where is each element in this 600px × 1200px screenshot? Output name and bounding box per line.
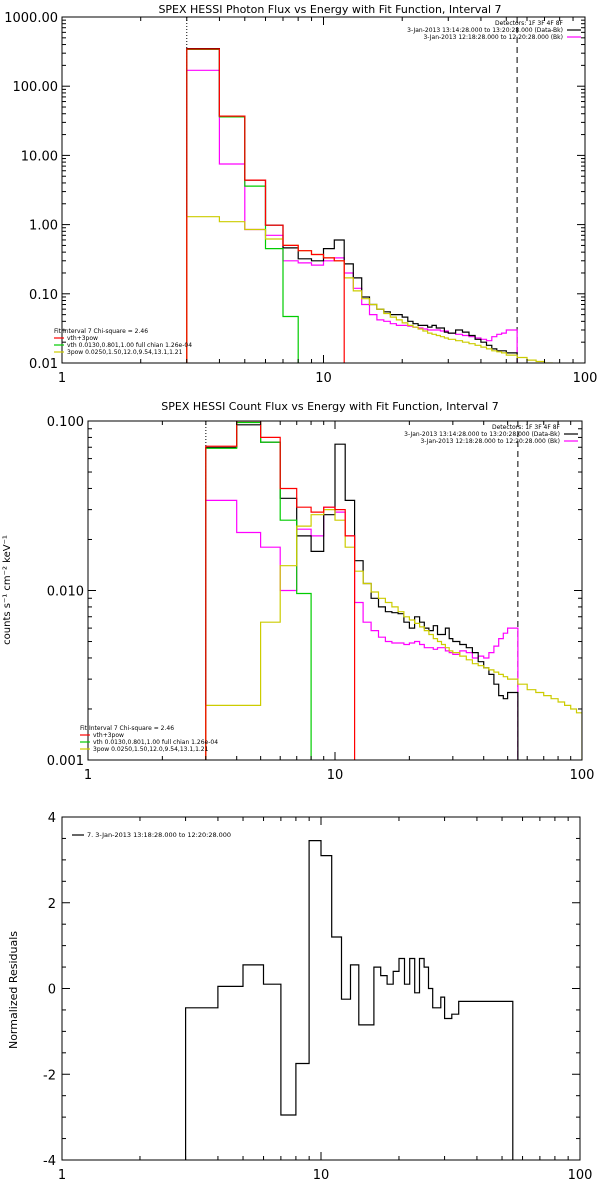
series-line-1: [205, 424, 519, 760]
x-tick-label: 1: [58, 1168, 66, 1183]
series-line-2: [186, 48, 299, 363]
series-line-3: [205, 509, 582, 760]
series-line-1: [186, 48, 518, 363]
series-line-0: [185, 840, 514, 1160]
legend-top-entry: 3-Jan-2013 12:18:28.000 to 12:20:28.000 …: [423, 34, 563, 41]
plot-frame: [61, 16, 586, 364]
y-tick-label: 0.01: [29, 357, 58, 372]
legend-top-entry: Detectors: 1F 3F 4F 8F: [495, 20, 564, 27]
legend-top-entry: 3-Jan-2013 13:14:28.000 to 13:20:28.000 …: [407, 27, 563, 34]
chart-title: SPEX HESSI Count Flux vs Energy with Fit…: [161, 400, 498, 413]
x-tick-label: 100: [570, 768, 595, 783]
legend-bottom-entry: vth+3pow: [93, 732, 124, 739]
x-tick-label: 10: [313, 1168, 330, 1183]
y-tick-label: 10.00: [21, 149, 58, 164]
series-line-3: [186, 216, 553, 363]
series-line-2: [205, 421, 312, 760]
chart-title: SPEX HESSI Photon Flux vs Energy with Fi…: [158, 3, 501, 16]
legend-bottom-entry: vth 0.0130,0.801,1.00 full chian 1.26e-0…: [67, 342, 192, 349]
series-line-0: [186, 69, 518, 363]
y-tick-label: 0: [48, 983, 56, 998]
y-tick-label: 0.001: [47, 754, 84, 769]
y-axis-label: counts s⁻¹ cm⁻² keV⁻¹: [2, 535, 13, 645]
series-line-4: [205, 421, 356, 760]
legend-bottom-entry: Fit Interval 7 Chi-square = 2.46: [80, 725, 174, 732]
legend-top-entry: 3-Jan-2013 13:14:28.000 to 13:20:28.000 …: [404, 431, 560, 438]
residuals-panel: Normalized Residuals 1 10 100 -4 -2 0 2 4 7. 3-J…: [7, 811, 593, 1183]
series-group: [186, 48, 553, 363]
legend-bottom-entry: vth+3pow: [67, 335, 98, 342]
legend-bottom-entry: Fit Interval 7 Chi-square = 2.46: [54, 328, 148, 335]
legend-top-entry: 3-Jan-2013 12:18:28.000 to 12:20:28.000 …: [420, 438, 560, 445]
series-group: [185, 840, 514, 1160]
legend-bottom-entry: 3pow 0.0250,1.50,12.0,9.54,13.1,1.21: [93, 746, 209, 753]
x-tick-label: 100: [573, 371, 598, 386]
x-tick-label: 10: [327, 768, 344, 783]
y-tick-label: 1000.00: [4, 11, 58, 26]
legend-top-entry: Detectors: 1F 3F 4F 8F: [492, 424, 561, 431]
y-tick-label: 2: [48, 897, 56, 912]
x-tick-label: 1: [58, 371, 66, 386]
legend-top-entry: 7. 3-Jan-2013 13:18:28.000 to 12:20:28.0…: [87, 831, 231, 839]
series-group: [205, 421, 582, 760]
y-tick-label: 0.10: [29, 288, 58, 303]
photon-flux-panel: SPEX HESSI Photon Flux vs Energy with Fi…: [4, 3, 598, 386]
y-tick-label: 0.010: [47, 585, 84, 600]
y-tick-label: -2: [43, 1068, 56, 1083]
y-tick-label: 1.00: [29, 219, 58, 234]
series-line-0: [205, 499, 519, 760]
count-flux-panel: SPEX HESSI Count Flux vs Energy with Fit…: [2, 400, 595, 783]
plot-frame: [61, 816, 581, 1161]
y-tick-label: 100.00: [13, 80, 59, 95]
y-tick-label: 0.100: [47, 415, 84, 430]
series-line-4: [186, 48, 345, 363]
x-tick-label: 10: [315, 371, 332, 386]
x-tick-label: 100: [568, 1168, 593, 1183]
y-tick-label: 4: [48, 811, 56, 826]
y-tick-label: -4: [43, 1154, 56, 1169]
legend-bottom-entry: 3pow 0.0250,1.50,12.0,9.54,13.1,1.21: [67, 349, 183, 356]
y-axis-label: Normalized Residuals: [7, 931, 20, 1049]
x-tick-label: 1: [84, 768, 92, 783]
legend-bottom-entry: vth 0.0130,0.801,1.00 full chian 1.26e-0…: [93, 739, 218, 746]
